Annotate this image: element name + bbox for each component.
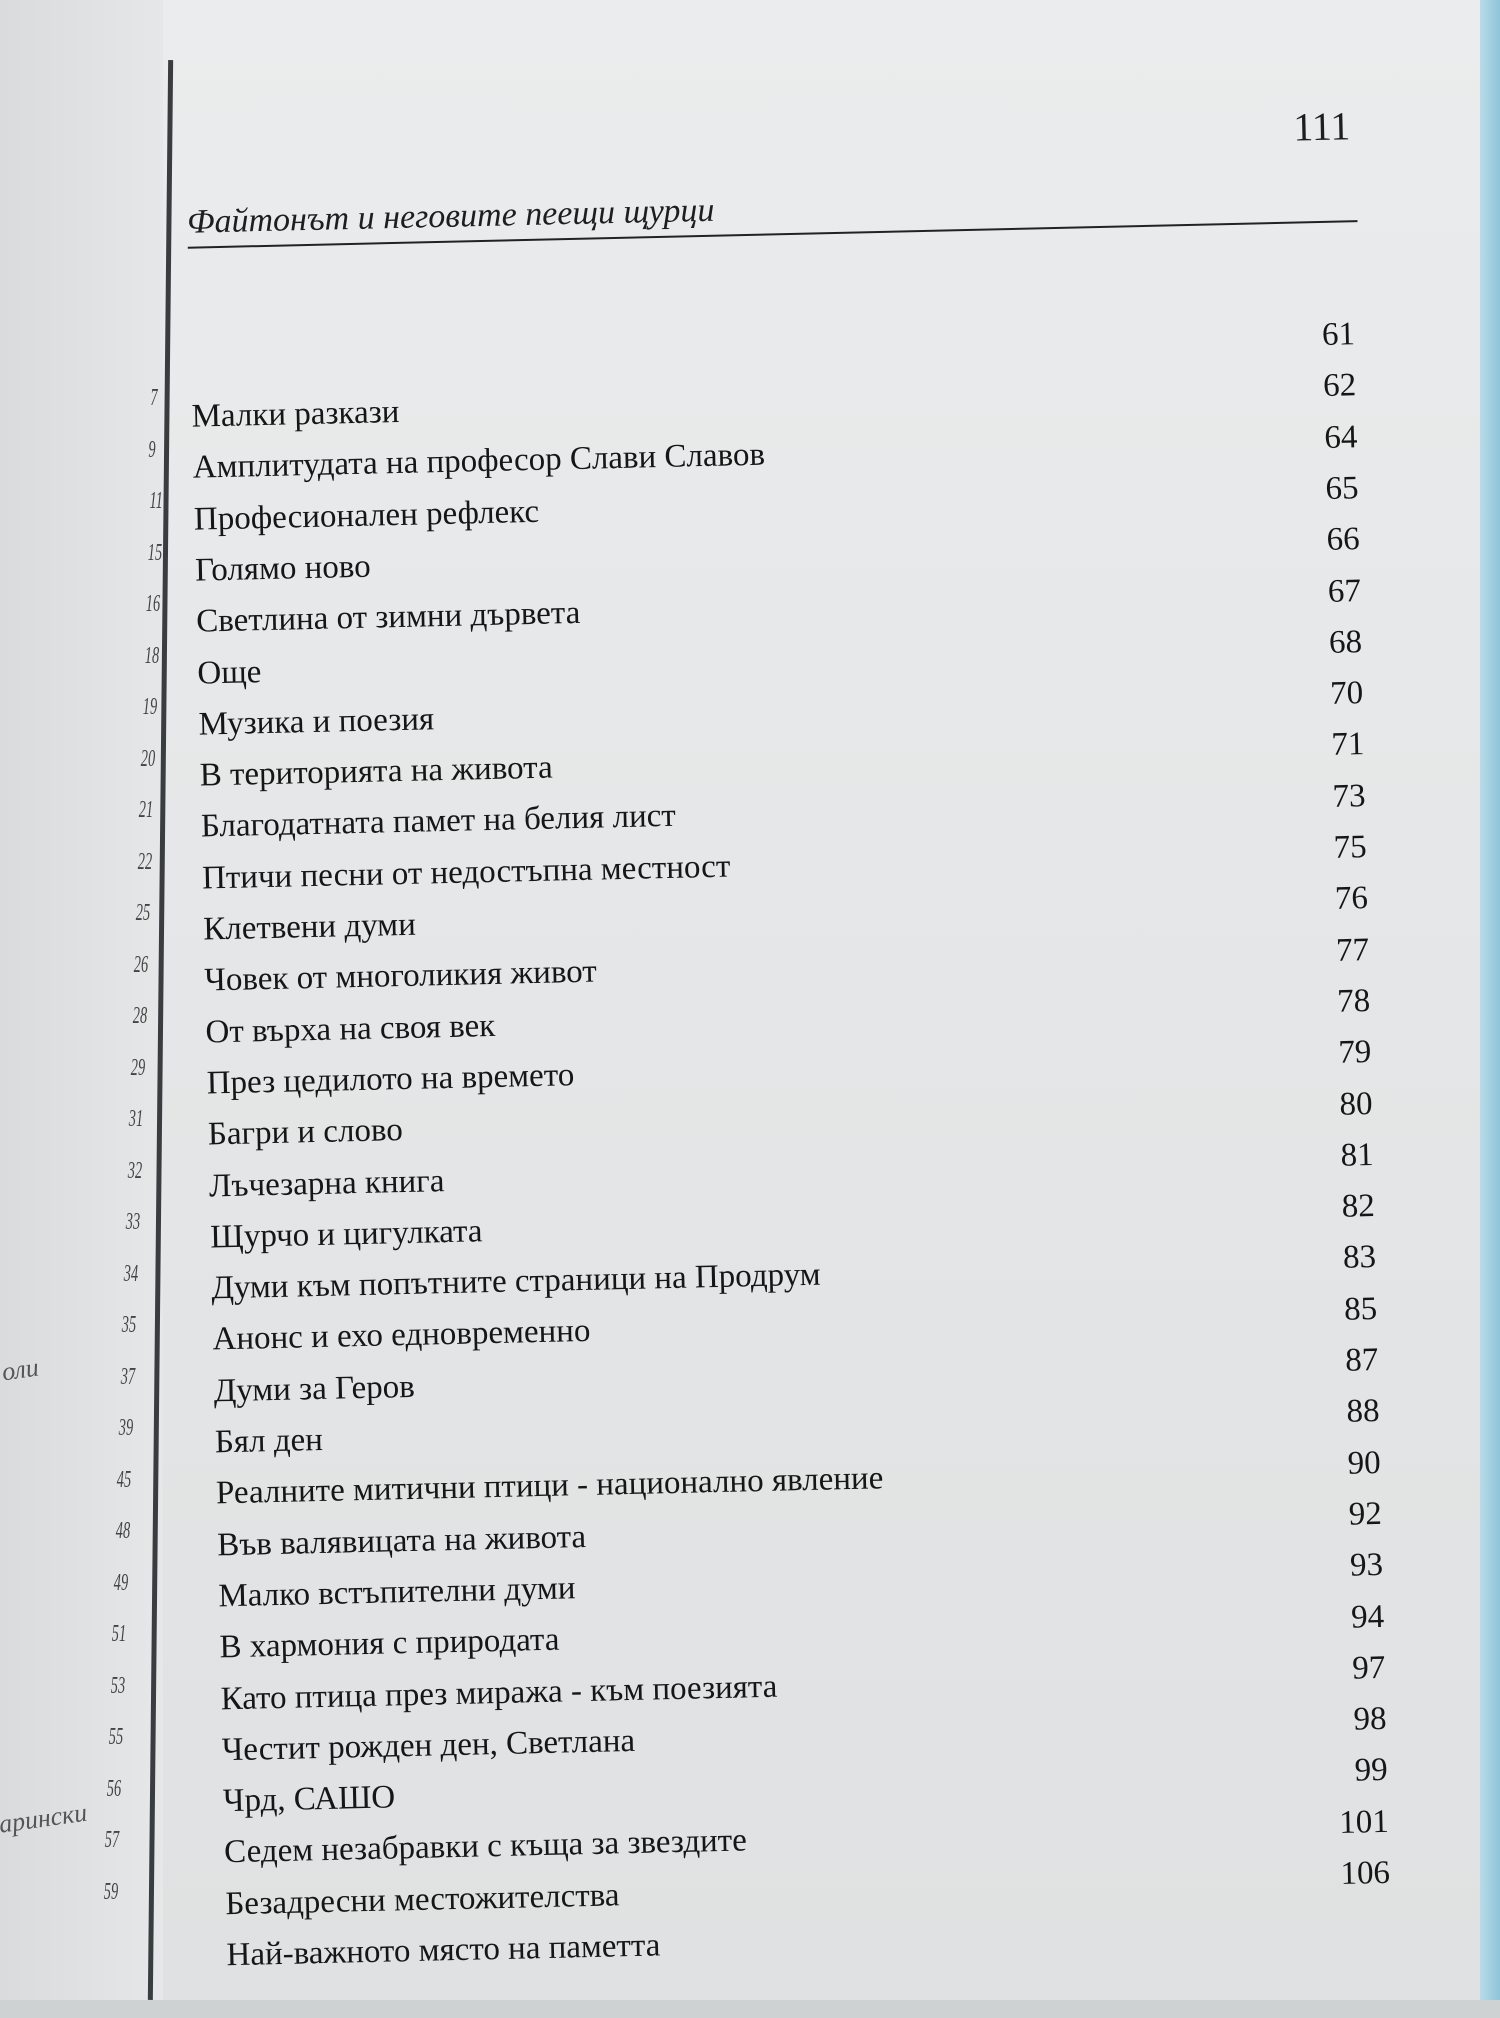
left-page-number: 48 <box>115 1518 130 1544</box>
toc-entry-page: 61 <box>1321 316 1356 353</box>
left-page-number: 55 <box>108 1724 123 1750</box>
toc-entry-title: Амплитудата на професор Слави Славов <box>192 436 766 486</box>
toc-entry-title: Безадресни местожителства <box>224 1877 620 1922</box>
left-page-number: 18 <box>144 642 159 669</box>
left-page-number: 39 <box>118 1415 134 1441</box>
toc-entry-title: Професионален рефлекс <box>193 493 540 538</box>
left-page-number: 29 <box>130 1054 146 1081</box>
toc-entry-page: 79 <box>1337 1034 1372 1071</box>
left-page-number: 28 <box>132 1003 147 1029</box>
toc-entry-title: Думи за Геров <box>213 1368 416 1410</box>
toc-entry-page: 68 <box>1328 623 1363 661</box>
left-page-number: 37 <box>120 1363 135 1390</box>
toc-entry-title: Още <box>197 653 262 692</box>
left-page-number: 32 <box>127 1157 142 1184</box>
toc-entry-title: Седем незабравки с къща за звездите <box>223 1822 748 1871</box>
toc-entry-title: Реалните митични птици - национално явле… <box>215 1460 884 1512</box>
background-edge <box>1480 0 1500 2000</box>
left-page-number: 31 <box>128 1106 144 1132</box>
toc-entry-page: 80 <box>1339 1085 1373 1123</box>
toc-entry-title: Благодатната памет на белия лист <box>200 798 677 845</box>
left-page-number: 53 <box>110 1672 125 1699</box>
toc-entry-title: Най-важното място на паметта <box>226 1927 661 1974</box>
toc-entry-title: Багри и слово <box>207 1112 404 1153</box>
toc-entry-page: 97 <box>1351 1649 1386 1687</box>
left-page-number: 56 <box>106 1775 122 1802</box>
toc-entry-page: 106 <box>1340 1854 1391 1892</box>
toc-entry-page: 98 <box>1353 1700 1387 1738</box>
left-page-number: 22 <box>137 848 152 875</box>
toc-entry-title: Музика и поезия <box>198 701 435 743</box>
toc-entry-title: Бял ден <box>214 1421 324 1461</box>
toc-entry-page: 75 <box>1333 829 1368 866</box>
toc-entry-page: 88 <box>1346 1393 1380 1430</box>
left-page-number: 51 <box>111 1621 127 1647</box>
toc-entry-page: 73 <box>1332 777 1366 815</box>
left-page-number: 21 <box>139 797 154 823</box>
toc-entry-title: Лъчезарна книга <box>208 1162 445 1204</box>
left-page-number: 33 <box>125 1209 140 1235</box>
toc-entry-title: Щурчо и цигулката <box>209 1213 483 1256</box>
toc-entry-title: Малко встъпителни думи <box>217 1570 576 1615</box>
left-page-number: 15 <box>147 539 163 566</box>
toc-entry-title: Птичи песни от недостъпна местност <box>201 848 731 897</box>
right-page <box>163 0 1483 2000</box>
left-page-number: 19 <box>142 694 157 720</box>
toc-entry-page: 101 <box>1338 1803 1390 1841</box>
toc-entry-page: 81 <box>1340 1136 1375 1174</box>
left-page-number: 49 <box>113 1569 129 1596</box>
toc-entry-title: Във валявицата на живота <box>216 1518 587 1563</box>
toc-entry-title: Думи към попътните страници на Продрум <box>210 1256 821 1307</box>
toc-entry-page: 87 <box>1344 1341 1379 1379</box>
toc-entry-title: През цедилото на времето <box>206 1057 575 1102</box>
toc-entry-page: 62 <box>1322 367 1357 405</box>
toc-entry-page: 67 <box>1327 572 1362 610</box>
left-page-number: 25 <box>135 900 151 926</box>
toc-entry-page: 90 <box>1347 1444 1382 1482</box>
toc-entry-page: 76 <box>1334 880 1369 918</box>
toc-entry-title: Светлина от зимни дървета <box>195 595 581 640</box>
toc-entry-page: 71 <box>1330 726 1365 764</box>
toc-entry-page: 85 <box>1343 1290 1378 1328</box>
toc-entry-title: Анонс и ехо едновременно <box>212 1313 591 1358</box>
toc-entry-title: В хармония с природата <box>219 1621 560 1666</box>
page-number: 111 <box>1292 103 1351 150</box>
running-title: Файтонът и неговите пеещи щурци <box>186 191 715 241</box>
toc-entry-title: Човек от многоликия живот <box>204 953 598 999</box>
left-page-number: 34 <box>123 1260 139 1287</box>
left-page-number: 35 <box>122 1312 137 1338</box>
toc-entry-page: 92 <box>1348 1495 1383 1533</box>
left-page-number: 45 <box>117 1466 132 1493</box>
toc-entry-title: От върха на своя век <box>205 1007 496 1051</box>
toc-entry-page: 99 <box>1354 1752 1389 1790</box>
toc-entry-page: 65 <box>1325 470 1359 507</box>
left-page-number: 57 <box>105 1827 120 1853</box>
toc-entry-page: 93 <box>1349 1547 1384 1584</box>
toc-entry-page: 64 <box>1323 418 1358 456</box>
toc-entry-title: Като птица през миража - към поезията <box>220 1668 778 1717</box>
toc-entry-page: 83 <box>1342 1239 1377 1277</box>
left-page-number: 59 <box>103 1878 118 1905</box>
left-page-number: 16 <box>145 591 161 617</box>
left-page: 7 9 11 15 16 18 19 20 21 22 25 26 28 29 31 32 33 34 35 37 39… <box>0 0 165 2000</box>
toc-entry-title: Малки разкази <box>191 393 400 435</box>
toc-entry-page: 70 <box>1329 675 1364 712</box>
left-page-number: 26 <box>134 951 149 978</box>
toc-entry-page: 78 <box>1336 982 1371 1020</box>
left-page-number: 7 <box>150 385 158 411</box>
toc-entry-page: 66 <box>1326 521 1361 559</box>
left-page-number: 9 <box>148 436 156 463</box>
toc-entry-page: 82 <box>1341 1188 1376 1225</box>
toc-entry-title: В територията на живота <box>199 749 554 794</box>
left-page-number: 11 <box>149 488 163 514</box>
toc-entry-page: 77 <box>1335 931 1370 969</box>
toc-entry-title: Клетвени думи <box>202 906 417 948</box>
toc-entry-page: 94 <box>1350 1598 1385 1636</box>
toc-entry-title: Голямо ново <box>194 548 372 589</box>
left-page-number: 20 <box>140 745 156 772</box>
toc-entry-title: Чрд, САШО <box>222 1779 396 1820</box>
toc-entry-title: Честит рожден ден, Светлана <box>221 1722 636 1769</box>
